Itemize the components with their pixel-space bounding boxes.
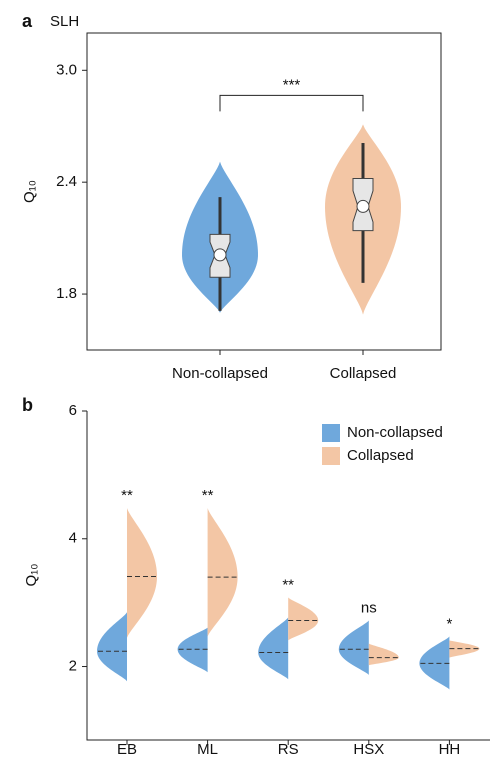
significance-label: ** — [121, 487, 133, 504]
legend-swatch — [322, 424, 340, 442]
half-violin — [288, 597, 319, 641]
y-tick-label: 2.4 — [56, 173, 77, 190]
x-tick-label: HH — [439, 741, 461, 758]
significance-label: ns — [361, 600, 377, 617]
significance-label: ** — [282, 577, 294, 594]
plot-frame — [86, 32, 442, 351]
y-tick-label: 1.8 — [56, 285, 77, 302]
half-violin — [368, 643, 399, 666]
significance-label: ** — [202, 487, 214, 504]
half-violin — [97, 612, 127, 682]
legend-label: Non-collapsed — [347, 424, 443, 441]
y-tick-label: 4 — [69, 530, 77, 547]
x-tick-label: Collapsed — [330, 365, 397, 382]
y-tick-label: 2 — [69, 658, 77, 675]
legend-label: Collapsed — [347, 447, 414, 464]
half-violin — [449, 640, 480, 658]
x-tick-label: ML — [197, 741, 218, 758]
significance-label: * — [446, 615, 452, 632]
half-violin — [338, 620, 369, 675]
x-tick-label: Non-collapsed — [172, 365, 268, 382]
half-violin — [207, 508, 238, 637]
y-axis-label: Q₁₀ — [21, 180, 38, 203]
x-tick-label: HSX — [353, 741, 384, 758]
median-marker — [356, 199, 370, 213]
half-violin — [258, 617, 289, 680]
x-tick-label: EB — [117, 741, 137, 758]
half-violin — [127, 508, 157, 638]
y-tick-label: 3.0 — [56, 61, 77, 78]
panel-title: SLH — [50, 13, 79, 30]
median-marker — [213, 248, 227, 262]
half-violin — [177, 627, 208, 673]
panel-label: a — [22, 11, 33, 31]
significance-bracket — [219, 94, 364, 112]
y-axis-label: Q₁₀ — [23, 564, 40, 587]
panel-label: b — [22, 395, 33, 415]
legend-swatch — [322, 447, 340, 465]
x-tick-label: RS — [278, 741, 299, 758]
y-tick-label: 6 — [69, 402, 77, 419]
axes — [86, 411, 490, 741]
half-violin — [419, 636, 450, 690]
significance-label: *** — [283, 76, 301, 93]
